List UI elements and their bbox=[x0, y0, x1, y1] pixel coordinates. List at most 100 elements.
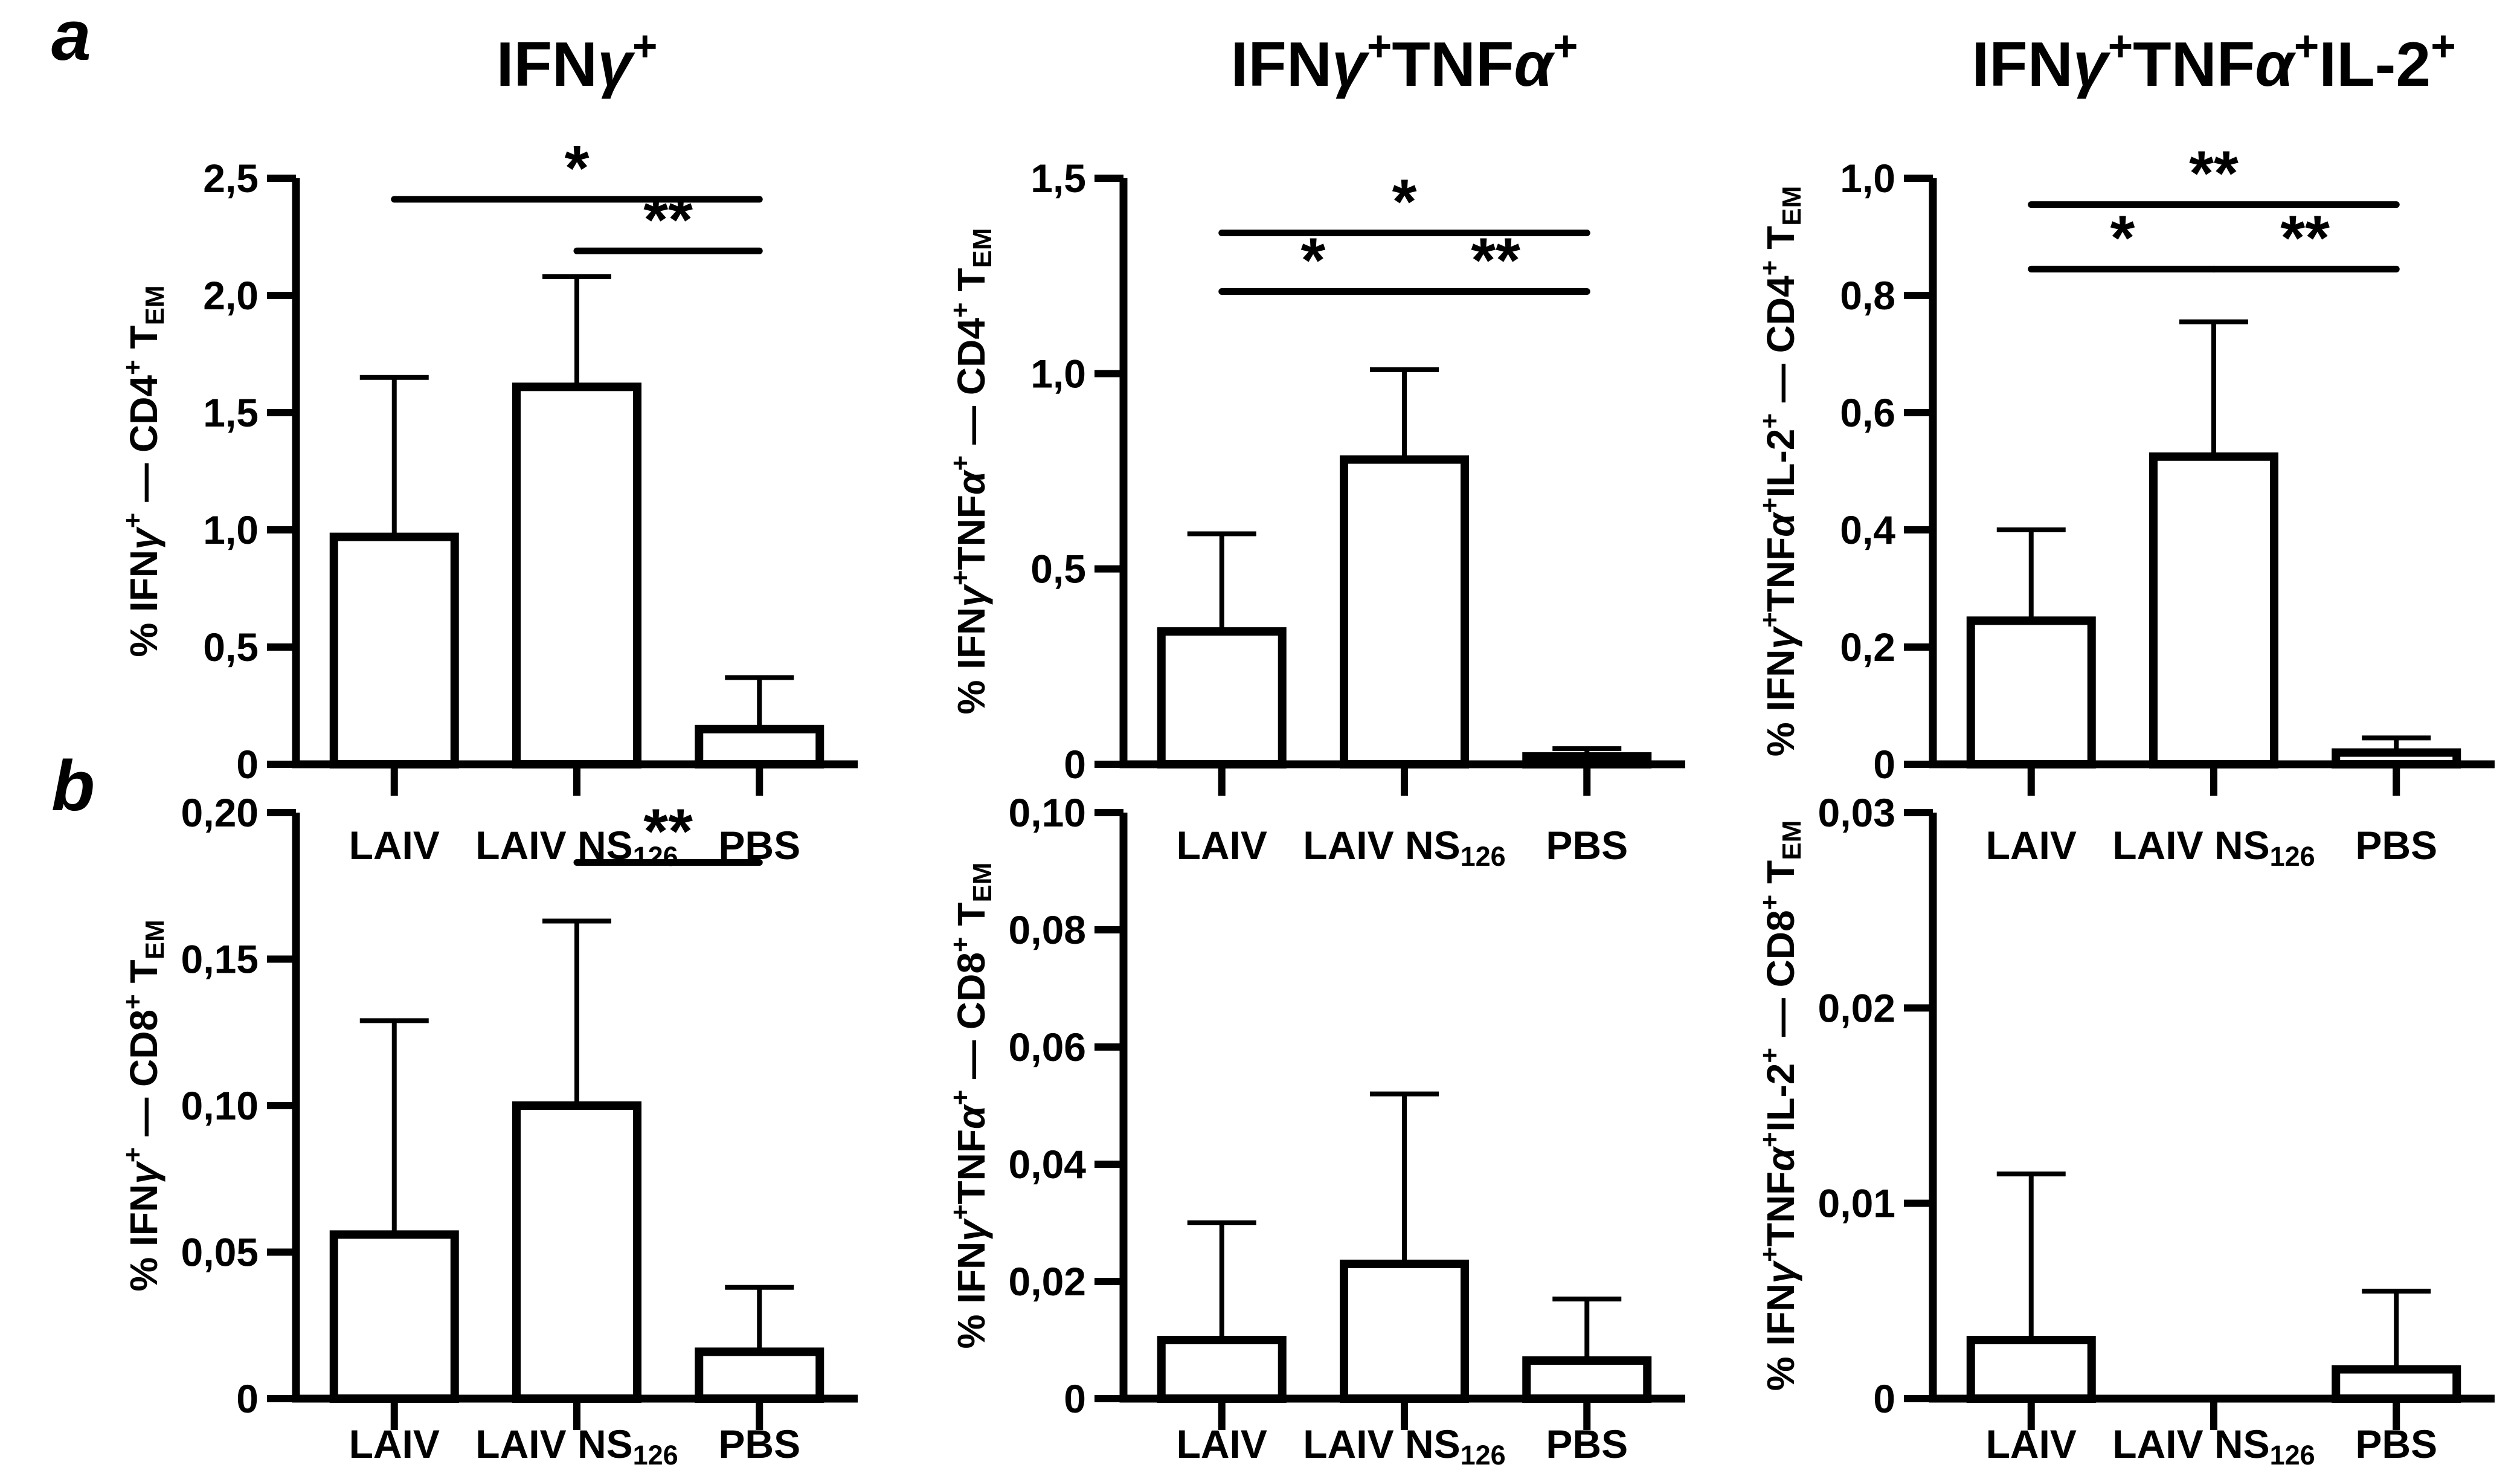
y-tick-label: 0,4 bbox=[1840, 507, 1895, 552]
significance-label: ** bbox=[643, 796, 693, 866]
bar-cd4-ifng-2 bbox=[695, 724, 824, 769]
error-bar-cd4-ifng-tnfa-1 bbox=[1370, 367, 1439, 460]
y-tick-label: 0,10 bbox=[1009, 790, 1086, 835]
significance-label: ** bbox=[2280, 202, 2330, 273]
bar-chart-svg-cd8-ifng-tnfa: 0 0,02 0,04 0,06 0,08 0,10 LAIV LAIV NS126 PBS % … bbox=[945, 790, 1685, 1471]
y-tick-label: 0,5 bbox=[203, 625, 259, 669]
x-axis-ticks: LAIV LAIV NS126 PBS bbox=[349, 1402, 800, 1471]
y-tick-label: 0,06 bbox=[1009, 1025, 1086, 1069]
x-category-label: PBS bbox=[718, 1422, 800, 1466]
y-tick-label: 0,2 bbox=[1840, 625, 1895, 669]
y-axis-ticks: 0 0,01 0,02 0,03 bbox=[1818, 790, 1933, 1421]
chart-title: IFNγ+TNFα+IL-2+ bbox=[1972, 22, 2455, 100]
error-bar-cd8-ifng-2 bbox=[725, 1284, 794, 1352]
error-bar-cd4-ifng-1 bbox=[542, 274, 611, 387]
y-tick-label: 0,10 bbox=[181, 1083, 259, 1128]
chart-cd4-ifng-tnfa-il2: 0 0,2 0,4 0,6 0,8 1,0 LAIV LAIV NS126 PBS % IFNγ+… bbox=[1715, 6, 2519, 885]
significance-label: ** bbox=[1471, 225, 1520, 296]
panel-label-a: a bbox=[51, 0, 91, 76]
y-tick-label: 0,04 bbox=[1009, 1142, 1087, 1187]
x-axis-ticks: LAIV LAIV NS126 PBS bbox=[349, 768, 800, 872]
x-category-label: LAIV NS126 bbox=[1303, 823, 1505, 872]
significance-bar-0: * bbox=[391, 133, 763, 204]
y-tick-label: 1,5 bbox=[1030, 156, 1086, 201]
chart-cd4-ifng: 0 0,5 1,0 1,5 2,0 2,5 LAIV LAIV NS126 PBS % IFNγ+… bbox=[79, 6, 882, 885]
x-category-label: LAIV bbox=[1986, 1422, 2077, 1466]
significance-bar-2: ** bbox=[2210, 202, 2400, 273]
y-axis-ticks: 0 0,02 0,04 0,06 0,08 0,10 bbox=[1009, 790, 1123, 1421]
panel-label-b: b bbox=[51, 746, 95, 826]
bar-chart-svg-cd4-ifng-tnfa: 0 0,5 1,0 1,5 LAIV LAIV NS126 PBS % IFNγ+TNFα+ … bbox=[945, 22, 1685, 872]
bar-cd8-ifng-tnfa-0 bbox=[1157, 1336, 1287, 1403]
error-bar-cd4-ifng-tnfa-il2-0 bbox=[1996, 527, 2066, 621]
chart-title: IFNγ+ bbox=[497, 22, 658, 100]
y-tick-label: 0 bbox=[236, 742, 259, 787]
significance-label: * bbox=[1392, 167, 1417, 237]
bar-cd4-ifng-tnfa-il2-0 bbox=[1966, 616, 2096, 768]
bar-cd4-ifng-1 bbox=[512, 382, 641, 768]
x-category-label: PBS bbox=[2355, 1422, 2437, 1466]
y-tick-label: 0 bbox=[1064, 1376, 1086, 1421]
y-tick-label: 0,01 bbox=[1818, 1181, 1895, 1226]
y-axis-title: % IFNγ+TNFα+IL-2+ — CD8+ TEM bbox=[1755, 820, 1806, 1391]
x-axis-ticks: LAIV LAIV NS126 PBS bbox=[1986, 768, 2437, 872]
significance-bar-2: ** bbox=[1401, 225, 1590, 296]
y-tick-label: 0,05 bbox=[181, 1230, 259, 1275]
x-category-label: LAIV bbox=[349, 1422, 440, 1466]
error-bar-cd8-ifng-tnfa-0 bbox=[1187, 1220, 1256, 1340]
y-axis-title: % IFNγ+TNFα+ — CD8+ TEM bbox=[945, 862, 997, 1348]
x-category-label: LAIV bbox=[1986, 823, 2077, 868]
significance-label: ** bbox=[643, 184, 693, 255]
significance-label: * bbox=[2110, 202, 2135, 273]
x-category-label: LAIV NS126 bbox=[475, 1422, 678, 1471]
error-bar-cd8-ifng-tnfa-il2-2 bbox=[2362, 1289, 2431, 1370]
y-tick-label: 0,20 bbox=[181, 790, 259, 835]
y-tick-label: 0,02 bbox=[1818, 985, 1895, 1030]
y-axis-title: % IFNγ+TNFα+ — CD4+ TEM bbox=[945, 228, 997, 714]
error-bar-cd4-ifng-2 bbox=[725, 675, 794, 729]
x-axis-ticks: LAIV LAIV NS126 PBS bbox=[1986, 1402, 2437, 1471]
y-tick-label: 0 bbox=[236, 1376, 259, 1421]
bar-cd8-ifng-tnfa-1 bbox=[1340, 1259, 1469, 1403]
y-axis-ticks: 0 0,05 0,10 0,15 0,20 bbox=[181, 790, 296, 1421]
x-category-label: LAIV bbox=[1177, 823, 1267, 868]
bar-cd4-ifng-tnfa-0 bbox=[1157, 627, 1287, 768]
error-bar-cd4-ifng-tnfa-2 bbox=[1552, 746, 1622, 757]
y-tick-label: 0,03 bbox=[1818, 790, 1895, 835]
y-tick-label: 1,0 bbox=[1840, 156, 1895, 201]
x-category-label: PBS bbox=[2355, 823, 2437, 868]
bar-cd4-ifng-tnfa-il2-1 bbox=[2149, 452, 2278, 768]
bar-cd8-ifng-1 bbox=[512, 1101, 641, 1403]
significance-bar-1: * bbox=[1218, 225, 1408, 296]
x-category-label: LAIV bbox=[349, 823, 440, 868]
bar-cd4-ifng-tnfa-1 bbox=[1340, 455, 1469, 768]
x-category-label: PBS bbox=[1546, 823, 1628, 868]
error-bar-cd8-ifng-tnfa-2 bbox=[1552, 1297, 1622, 1361]
x-axis-ticks: LAIV LAIV NS126 PBS bbox=[1177, 768, 1628, 872]
significance-bar-0: ** bbox=[573, 796, 763, 866]
x-axis-ticks: LAIV LAIV NS126 PBS bbox=[1177, 1402, 1628, 1471]
y-tick-label: 1,0 bbox=[1030, 351, 1086, 396]
chart-cd4-ifng-tnfa: 0 0,5 1,0 1,5 LAIV LAIV NS126 PBS % IFNγ+TNFα+ … bbox=[906, 6, 1709, 885]
significance-bar-1: * bbox=[2028, 202, 2217, 273]
x-category-label: LAIV bbox=[1177, 1422, 1267, 1466]
bar-cd8-ifng-tnfa-2 bbox=[1522, 1356, 1652, 1403]
axes bbox=[1929, 813, 2495, 1403]
y-tick-label: 0,5 bbox=[1030, 547, 1086, 591]
x-category-label: LAIV NS126 bbox=[2112, 823, 2315, 872]
axes bbox=[1119, 813, 1685, 1403]
error-bar-cd4-ifng-tnfa-il2-2 bbox=[2362, 735, 2431, 753]
y-axis-ticks: 0 0,5 1,0 1,5 2,0 2,5 bbox=[203, 156, 296, 787]
bar-cd8-ifng-tnfa-il2-0 bbox=[1966, 1336, 2096, 1403]
error-bar-cd4-ifng-tnfa-0 bbox=[1187, 531, 1256, 632]
y-tick-label: 2,0 bbox=[203, 273, 259, 318]
y-axis-ticks: 0 0,2 0,4 0,6 0,8 1,0 bbox=[1840, 156, 1933, 787]
y-tick-label: 0,15 bbox=[181, 937, 259, 982]
chart-title: IFNγ+TNFα+ bbox=[1231, 22, 1578, 100]
bar-cd8-ifng-0 bbox=[329, 1230, 459, 1403]
y-tick-label: 2,5 bbox=[203, 156, 259, 201]
error-bar-cd8-ifng-tnfa-1 bbox=[1370, 1091, 1439, 1264]
error-bar-cd8-ifng-0 bbox=[359, 1018, 429, 1235]
bar-cd8-ifng-2 bbox=[695, 1347, 824, 1403]
